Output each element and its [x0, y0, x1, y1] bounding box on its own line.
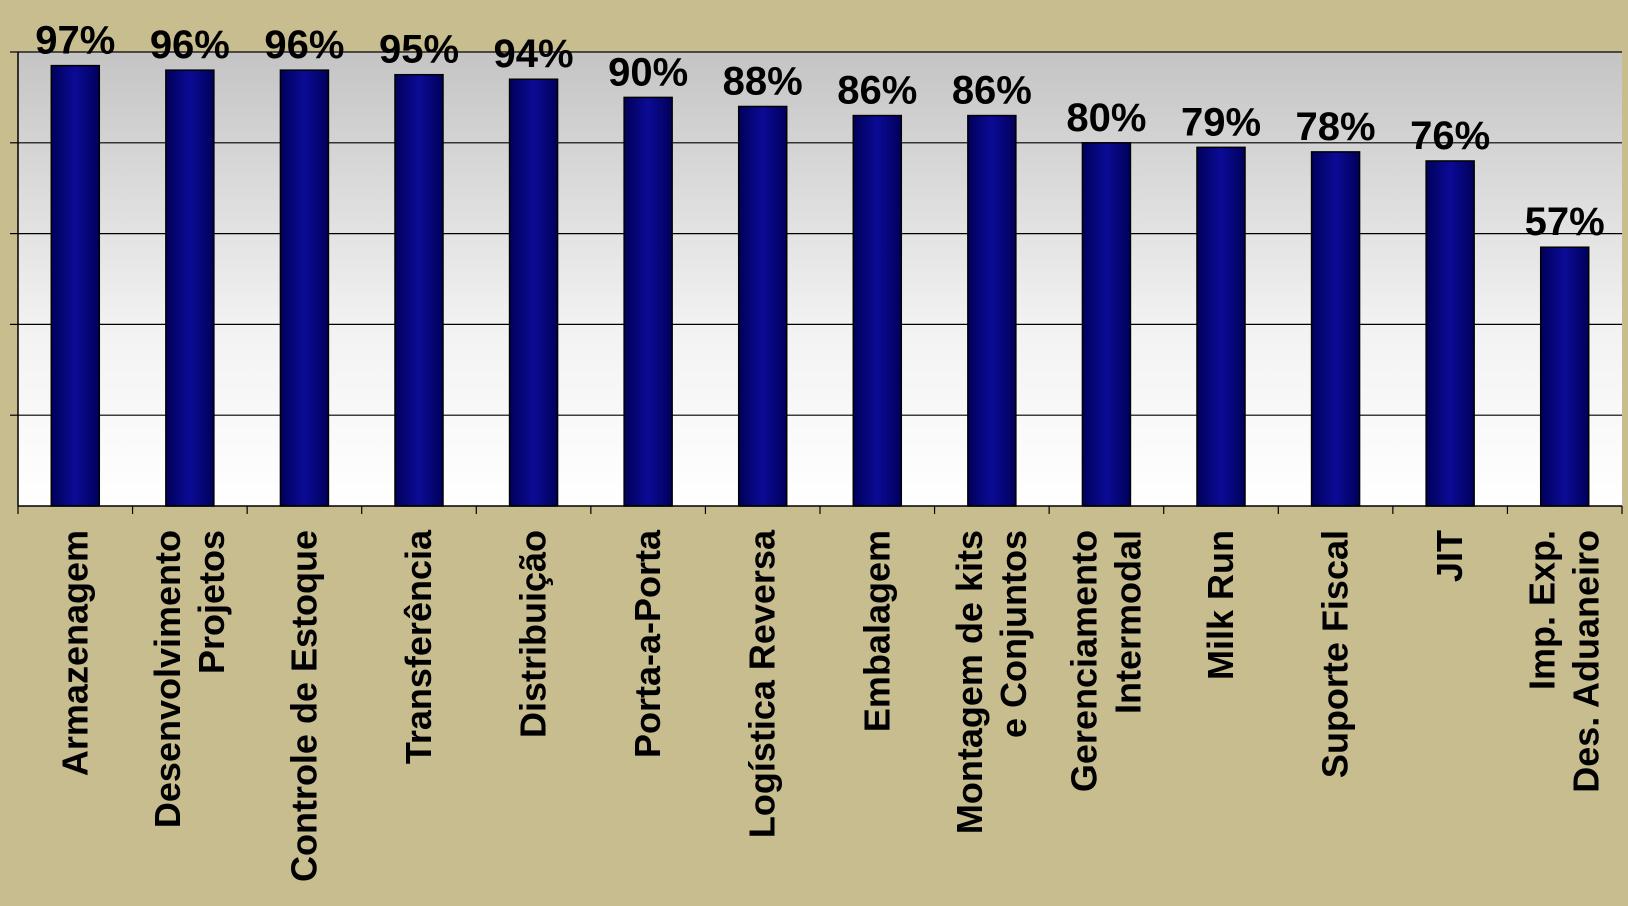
category-label-line: Intermodal — [1107, 530, 1148, 714]
category-label: Controle de Estoque — [283, 530, 324, 882]
category-label-line: Milk Run — [1200, 530, 1241, 680]
bar — [1082, 143, 1130, 506]
bar — [968, 116, 1016, 506]
bar — [280, 70, 328, 506]
category-label-line: JIT — [1429, 530, 1470, 582]
category-label: Imp. Exp.Des. Aduaneiro — [1522, 530, 1607, 793]
bar — [624, 97, 672, 506]
category-label-line: Des. Aduaneiro — [1566, 530, 1607, 793]
category-label-line: Gerenciamento — [1063, 530, 1104, 792]
bar — [1541, 247, 1589, 506]
category-label-line: Porta-a-Porta — [627, 529, 668, 758]
category-label: Montagem de kitse Conjuntos — [949, 530, 1034, 834]
bar — [1312, 152, 1360, 506]
data-label: 86% — [952, 69, 1032, 113]
data-label: 76% — [1410, 114, 1490, 158]
data-label: 97% — [35, 19, 115, 63]
category-label-line: Transferência — [398, 529, 439, 764]
data-label: 94% — [494, 32, 574, 76]
data-label: 79% — [1181, 100, 1261, 144]
category-label-line: Projetos — [191, 530, 232, 674]
category-label-line: Embalagem — [856, 530, 897, 732]
data-label: 78% — [1296, 105, 1376, 149]
category-label-line: Logística Reversa — [742, 529, 783, 838]
bar — [51, 66, 99, 506]
data-label: 96% — [150, 23, 230, 67]
category-label: Porta-a-Porta — [627, 529, 668, 758]
category-label-line: Desenvolvimento — [147, 530, 188, 828]
data-label: 86% — [837, 69, 917, 113]
data-label: 80% — [1066, 96, 1146, 140]
category-label: Armazenagem — [54, 530, 95, 776]
category-labels: Armazenagem DesenvolvimentoProjetos Contro… — [54, 529, 1606, 882]
category-label-line: Montagem de kits — [949, 530, 990, 834]
data-label: 95% — [379, 28, 459, 72]
category-label: GerenciamentoIntermodal — [1063, 530, 1148, 792]
category-label-line: Suporte Fiscal — [1315, 530, 1356, 778]
data-label: 57% — [1525, 200, 1605, 244]
category-label-line: Armazenagem — [54, 530, 95, 776]
bar — [739, 106, 787, 506]
category-label: Embalagem — [856, 530, 897, 732]
category-label-line: e Conjuntos — [993, 530, 1034, 738]
bar — [1197, 147, 1245, 506]
bar — [1426, 161, 1474, 506]
bar — [853, 116, 901, 506]
data-label: 88% — [723, 59, 803, 103]
bar — [395, 75, 443, 506]
bar — [166, 70, 214, 506]
category-label: Transferência — [398, 529, 439, 764]
plot-area — [18, 52, 1622, 506]
category-label: Suporte Fiscal — [1315, 530, 1356, 778]
category-label: JIT — [1429, 530, 1470, 582]
data-label: 96% — [264, 23, 344, 67]
data-label: 90% — [608, 50, 688, 94]
category-label: Distribuição — [513, 530, 554, 738]
category-label-line: Imp. Exp. — [1522, 530, 1563, 690]
category-label: Milk Run — [1200, 530, 1241, 680]
category-label: DesenvolvimentoProjetos — [147, 530, 232, 828]
category-label: Logística Reversa — [742, 529, 783, 838]
category-label-line: Controle de Estoque — [283, 530, 324, 882]
bar — [510, 79, 558, 506]
category-label-line: Distribuição — [513, 530, 554, 738]
